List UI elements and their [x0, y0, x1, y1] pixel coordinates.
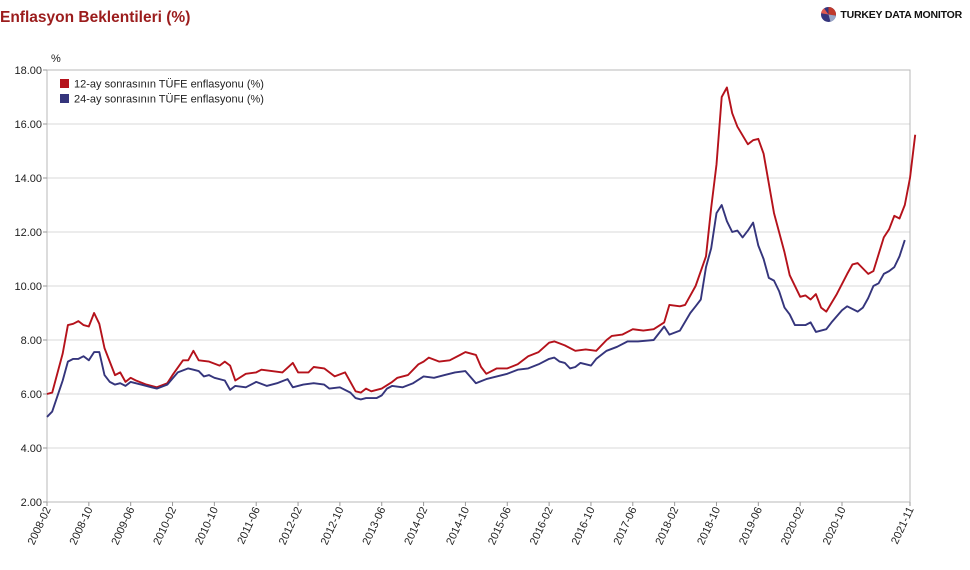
y-tick-label: 10.00 [14, 281, 42, 293]
x-tick-label: 2018-02 [653, 505, 681, 547]
x-tick-label: 2011-06 [235, 505, 263, 546]
x-tick-label: 2012-02 [277, 505, 305, 547]
series-lines [46, 86, 917, 418]
y-tick-label: 4.00 [21, 443, 42, 455]
x-tick-label: 2015-06 [486, 505, 514, 547]
y-tick-label: 16.00 [14, 119, 42, 131]
gridlines [47, 69, 910, 503]
x-tick-label: 2012-10 [319, 505, 347, 547]
series-line-12m [46, 86, 917, 395]
y-tick-label: 18.00 [14, 65, 42, 77]
y-tick-label: 6.00 [21, 389, 42, 401]
x-tick-label: 2014-02 [402, 505, 430, 547]
y-axis-unit: % [51, 53, 61, 65]
brand-name: TURKEY DATA MONITOR [840, 8, 962, 21]
x-tick-label: 2017-06 [612, 505, 640, 547]
legend-swatch-24m [60, 94, 69, 103]
x-tick-label: 2020-10 [821, 505, 849, 547]
y-axis: 2.00 4.00 6.00 8.00 10.00 12.00 14.00 16.00 18.0… [14, 65, 47, 509]
x-tick-label: 2009-06 [109, 505, 137, 547]
pie-logo-icon [821, 7, 837, 22]
x-tick-label: 2016-10 [570, 505, 598, 547]
x-tick-label: 2020-02 [779, 505, 807, 547]
series-line-24m [46, 204, 906, 418]
legend-label-24m: 24-ay sonrasının TÜFE enflasyonu (%) [74, 94, 264, 106]
x-tick-label: 2021-11 [889, 505, 917, 546]
x-axis: 2008-02 2008-10 2009-06 2010-02 2010-10 2011-… [26, 502, 917, 547]
x-tick-label: 2018-10 [695, 505, 723, 547]
legend-swatch-12m [60, 79, 69, 88]
x-tick-label: 2010-02 [151, 505, 179, 547]
brand-logo: TURKEY DATA MONITOR [820, 6, 962, 23]
x-tick-label: 2013-06 [361, 505, 389, 547]
x-tick-label: 2019-06 [737, 505, 765, 547]
legend-label-12m: 12-ay sonrasının TÜFE enflasyonu (%) [74, 79, 264, 91]
y-tick-label: 12.00 [14, 227, 42, 239]
x-tick-label: 2014-10 [444, 505, 472, 547]
x-tick-label: 2008-10 [68, 505, 96, 547]
legend: 12-ay sonrasının TÜFE enflasyonu (%) 24-… [60, 79, 264, 106]
y-tick-label: 14.00 [14, 173, 42, 185]
y-tick-label: 2.00 [21, 497, 42, 509]
y-tick-label: 8.00 [21, 335, 42, 347]
x-tick-label: 2016-02 [528, 505, 556, 547]
chart-title: Enflasyon Beklentileri (%) [0, 9, 191, 26]
x-tick-label: 2008-02 [26, 505, 54, 547]
x-tick-label: 2010-10 [193, 505, 221, 547]
